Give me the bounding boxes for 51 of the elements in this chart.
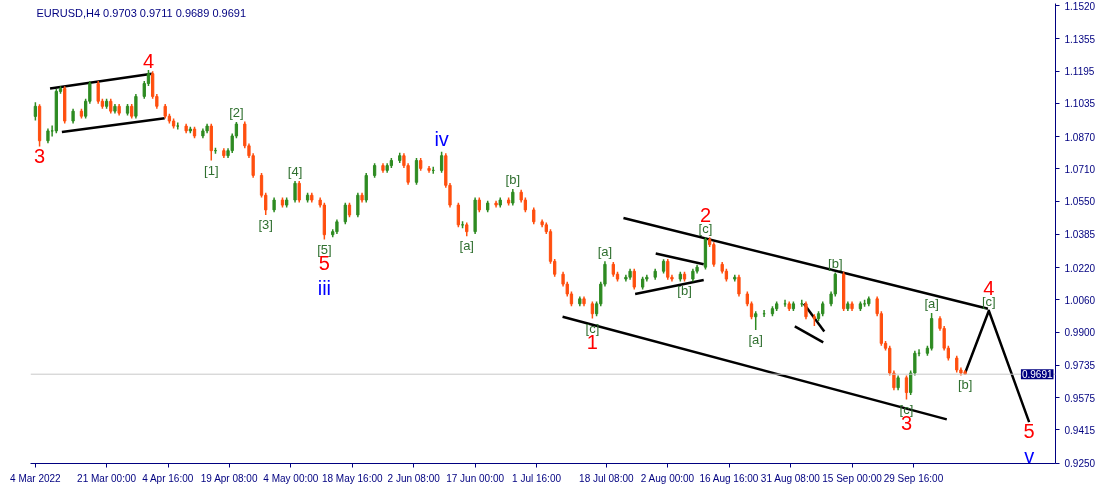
chart-title: EURUSD,H4 0.9703 0.9711 0.9689 0.9691: [36, 6, 247, 19]
y-tick-label: 1.0385: [1064, 229, 1096, 241]
annotation: [a]: [597, 244, 613, 260]
annotation: [a]: [924, 295, 939, 311]
annotation: [2]: [229, 105, 244, 121]
y-tick-label: 0.9575: [1064, 392, 1096, 404]
x-tick-label: 31 Aug 08:00: [760, 472, 821, 484]
x-tick-label: 21 Mar 00:00: [77, 472, 137, 484]
y-tick-label: 1.1520: [1064, 0, 1096, 12]
ref-line-label: 0.9691: [1021, 369, 1053, 381]
x-tick-label: 4 Apr 16:00: [142, 472, 194, 484]
annotation: [1]: [204, 162, 219, 178]
x-tick-label: 4 Mar 2022: [10, 472, 62, 484]
y-tick-label: 1.0550: [1064, 196, 1096, 208]
x-tick-label: 18 May 16:00: [321, 472, 384, 484]
annotation: 4: [142, 50, 155, 73]
x-tick-label: 29 Sep 16:00: [883, 472, 944, 484]
annotation: v: [1024, 445, 1035, 468]
y-tick-label: 1.0710: [1064, 163, 1096, 175]
annotation: [a]: [459, 238, 474, 254]
y-tick-label: 0.9735: [1064, 360, 1096, 372]
x-tick-label: 2 Aug 00:00: [640, 472, 695, 484]
annotation: [b]: [677, 283, 692, 299]
y-tick-label: 0.9415: [1064, 424, 1096, 436]
y-tick-label: 1.1355: [1064, 33, 1096, 45]
annotation: [5]: [317, 241, 332, 257]
annotation: [b]: [505, 171, 521, 187]
y-tick-label: 1.0220: [1064, 262, 1096, 274]
x-tick-label: 1 Jul 16:00: [512, 472, 562, 484]
annotation: [b]: [828, 255, 843, 271]
x-tick-label: 2 Jun 08:00: [387, 472, 441, 484]
y-tick-label: 0.9250: [1064, 458, 1096, 470]
x-tick-label: 17 Jun 00:00: [446, 472, 505, 484]
y-tick-label: 1.0060: [1064, 294, 1096, 306]
annotation: 3: [34, 144, 46, 167]
x-tick-label: 16 Aug 16:00: [699, 472, 759, 484]
annotation: [a]: [748, 332, 763, 348]
x-tick-label: 15 Sep 00:00: [822, 472, 883, 484]
annotation: 5: [1023, 420, 1035, 443]
annotation: [b]: [957, 376, 973, 392]
annotation: [3]: [258, 216, 273, 232]
annotation: iii: [317, 276, 332, 299]
x-tick-label: 19 Apr 08:00: [200, 472, 258, 484]
y-tick-label: 0.9900: [1064, 327, 1096, 339]
y-tick-label: 1.1195: [1064, 66, 1095, 78]
x-tick-label: 18 Jul 08:00: [579, 472, 635, 484]
annotation: [4]: [287, 163, 303, 179]
x-tick-label: 4 May 00:00: [263, 472, 319, 484]
y-tick-label: 1.1035: [1064, 98, 1096, 110]
annotation: iv: [434, 127, 449, 150]
y-tick-label: 1.0870: [1064, 131, 1096, 143]
